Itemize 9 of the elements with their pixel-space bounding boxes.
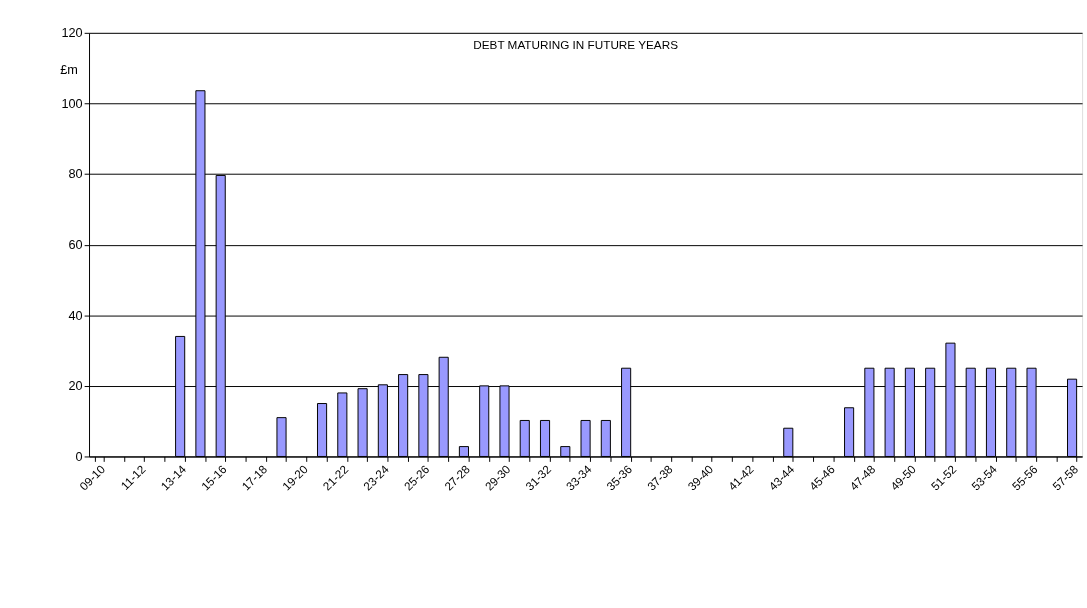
y-tick-label: 20	[68, 378, 83, 394]
text: DEBT MATURING IN FUTURE YEARS	[473, 38, 679, 52]
y-tick-label: 60	[68, 237, 83, 253]
y-tick-label: 0	[75, 448, 83, 464]
y-tick-label: 40	[68, 307, 83, 323]
y-tick-label: 80	[68, 166, 83, 182]
y-tick-label: 120	[61, 25, 83, 41]
y-axis-title: £m	[60, 62, 78, 78]
y-tick-label: 100	[61, 95, 83, 111]
